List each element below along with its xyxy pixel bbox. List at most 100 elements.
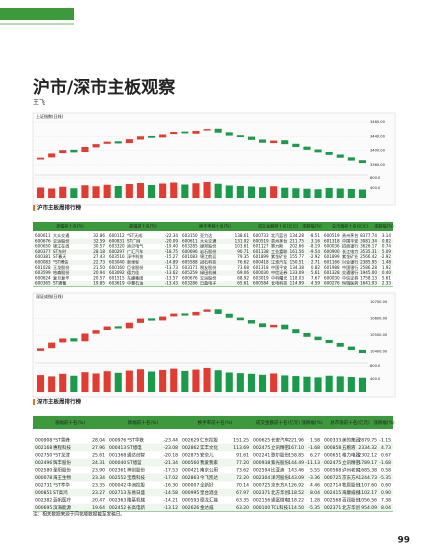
volume-bar — [48, 188, 56, 198]
table-cell: 144.49 — [288, 460, 304, 466]
column-header: 涨幅前十名(%) — [55, 419, 86, 426]
table-cell: 002862 — [182, 445, 199, 451]
table-cell: 600584 — [253, 281, 269, 286]
table-cell: 600831 — [109, 238, 125, 243]
row-stripe — [33, 259, 393, 266]
table-cell: 大众交通 — [200, 237, 216, 243]
table-cell: 118.22 — [288, 498, 304, 504]
table-cell: 600650 — [35, 244, 51, 249]
volume-bar — [314, 189, 322, 198]
header-band — [0, 8, 74, 20]
table-cell: 68.92 — [237, 275, 249, 280]
volume-bar — [225, 372, 233, 392]
table-cell: -21.34 — [163, 460, 178, 466]
table-cell: 143.46 — [288, 468, 304, 474]
volume-bar — [147, 371, 156, 392]
table-cell: 002714 — [324, 483, 341, 489]
table-cell: -17.53 — [163, 468, 178, 474]
table-cell: -5.35 — [379, 475, 391, 481]
table-cell: 600365 — [35, 281, 51, 286]
table-cell: 954.09 — [361, 505, 377, 511]
table-cell: 32.59 — [93, 238, 105, 243]
table-cell: -1.15 — [379, 438, 391, 444]
table-cell: 000040 — [109, 460, 126, 466]
table-cell: 2.71 — [311, 260, 321, 265]
volume-bar — [358, 377, 367, 392]
table-cell: 151.25 — [233, 438, 249, 444]
table-cell: 002371 — [324, 505, 341, 511]
table-cell: 7.38 — [381, 498, 391, 504]
table-cell: 600519 — [324, 233, 340, 238]
table-cell: 30.57 — [93, 244, 105, 249]
table-cell: 23.34 — [92, 475, 105, 481]
table-cell: 002382 — [35, 498, 52, 504]
table-cell: 3081.34 — [360, 238, 377, 243]
table-cell: 0.60 — [381, 483, 391, 489]
table-cell: 161.56 — [290, 249, 305, 254]
table-cell: 京东方A — [271, 482, 288, 489]
table-cell: 002580 — [35, 468, 52, 474]
table-cell: 002863 — [182, 475, 199, 481]
column-header: 涨跌幅(%) — [302, 223, 322, 229]
y-tick-label: 10400.00 — [370, 350, 388, 354]
y-tick-label: 3360.00 — [370, 163, 386, 167]
table-cell: 五粮液 — [342, 444, 356, 451]
table-cell: 0.82 — [311, 265, 321, 270]
table-cell: 600276 — [324, 281, 340, 286]
table-cell: 600297 — [109, 249, 125, 254]
table-cell: 3.16 — [311, 238, 321, 243]
table-cell: 21.50 — [93, 265, 105, 270]
table-cell: 000625 — [253, 438, 270, 444]
table-cell: 600030 — [253, 270, 269, 275]
table-cell: ST旭电 — [127, 444, 142, 451]
table-cell: *ST华铁 — [127, 437, 144, 444]
table-cell: 美的集团 — [342, 437, 360, 444]
table-cell: 27.43 — [93, 254, 105, 259]
volume-bar — [203, 182, 211, 198]
chart-title: 深证成指(日线) — [36, 293, 64, 299]
table-cell: 1.28 — [310, 498, 320, 504]
table-cell: 118.52 — [288, 490, 304, 496]
volume-bar — [36, 187, 45, 198]
table-cell: 1789.17 — [358, 460, 377, 466]
table-cell: 114.99 — [290, 281, 305, 286]
table-cell: -8.19 — [309, 244, 320, 249]
table-cell: 长江电力 — [342, 248, 358, 254]
table-cell: 67.97 — [236, 490, 249, 496]
table-cell: 20.94 — [93, 270, 105, 275]
volume-bar — [214, 370, 222, 392]
table-cell: 泸州老窖 — [342, 467, 360, 474]
table-cell: 000725 — [253, 483, 270, 489]
table-cell: 601138 — [253, 249, 269, 254]
table-cell: 0.67 — [381, 453, 391, 459]
column-header: 换手率前十名(%) — [199, 223, 231, 229]
table-cell: 600377 — [35, 249, 51, 254]
volume-bar — [281, 187, 289, 198]
table-cell: -20.09 — [165, 238, 179, 243]
y-tick-label: 800.0 — [370, 364, 381, 368]
volume-bar — [114, 372, 122, 392]
candle — [92, 144, 100, 148]
candle — [325, 152, 333, 155]
volume-bar — [181, 370, 189, 392]
table-cell: ST东时 — [53, 248, 66, 254]
volume-bar — [214, 183, 222, 198]
table-cell: 603516 — [109, 254, 125, 259]
table-cell: 000007 — [182, 483, 199, 489]
candle — [347, 157, 355, 161]
table-cell: -3.36 — [308, 475, 320, 481]
table-cell: 000593 — [182, 498, 199, 504]
table-cell: 东易日盛 — [127, 489, 145, 496]
table-cell: 圣阳股份 — [53, 467, 71, 474]
table-cell: 600030 — [324, 275, 340, 280]
table-cell: -2.92 — [309, 254, 320, 259]
table-cell: 603092 — [109, 270, 125, 275]
table-cell: 1107.60 — [358, 483, 377, 489]
table-cell: 001368 — [109, 453, 126, 459]
table-cell: 金达威 — [200, 504, 214, 511]
page-number: 99 — [397, 536, 410, 546]
volume-bar — [125, 184, 133, 198]
table-cell: 洋河股份 — [271, 474, 289, 481]
table-cell: 紫光股份 — [271, 459, 289, 466]
table-cell: 隆基机械 — [127, 497, 145, 504]
